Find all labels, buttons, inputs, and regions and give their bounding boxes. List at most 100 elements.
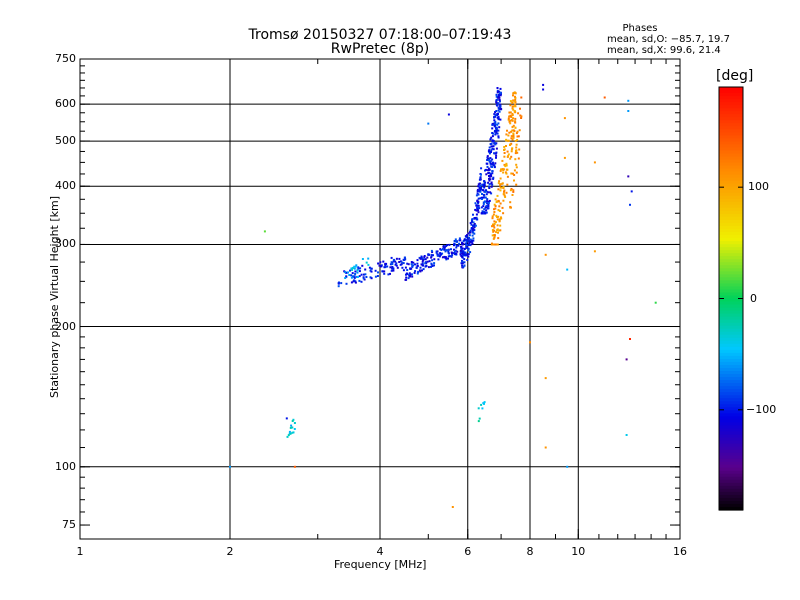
colorbar-segment <box>719 171 743 176</box>
data-point <box>444 256 447 259</box>
data-point <box>354 273 357 275</box>
data-point <box>384 264 387 267</box>
chart-title: Tromsø 20150327 07:18:00–07:19:43 <box>248 27 512 43</box>
data-point <box>514 101 517 104</box>
data-point <box>488 199 491 202</box>
data-point <box>424 261 427 264</box>
data-point <box>494 133 497 136</box>
data-point <box>467 249 470 252</box>
data-point <box>353 265 356 268</box>
data-point <box>513 110 516 113</box>
data-point <box>458 237 461 240</box>
data-point <box>403 256 406 259</box>
data-point <box>499 224 502 227</box>
colorbar-segment <box>719 225 743 230</box>
colorbar-segment <box>719 117 743 121</box>
data-point <box>436 254 439 257</box>
data-point <box>291 420 294 422</box>
data-point <box>482 205 485 208</box>
data-point <box>495 231 498 234</box>
data-point <box>461 256 464 258</box>
data-point <box>490 149 493 152</box>
data-point <box>483 210 486 213</box>
data-point <box>491 183 494 186</box>
data-point <box>493 166 496 169</box>
data-point <box>493 222 496 225</box>
data-point <box>468 236 470 239</box>
data-point <box>484 200 486 203</box>
data-point <box>354 265 357 268</box>
data-point <box>491 166 494 168</box>
data-point <box>480 173 482 176</box>
colorbar-segment <box>719 274 743 278</box>
colorbar-segment <box>719 201 743 206</box>
data-point <box>507 134 510 137</box>
data-point <box>491 123 494 126</box>
data-point <box>368 266 371 269</box>
data-point <box>369 276 372 279</box>
data-point <box>485 193 488 196</box>
data-point <box>392 267 395 270</box>
data-point <box>461 260 464 263</box>
data-point <box>427 122 430 125</box>
colorbar-tick-label: 100 <box>748 180 769 194</box>
data-point <box>627 99 630 102</box>
data-point <box>502 192 505 195</box>
data-point <box>484 190 487 193</box>
colorbar-segment <box>719 265 743 269</box>
data-point <box>520 117 523 119</box>
data-point <box>488 175 490 177</box>
data-point <box>499 184 501 187</box>
data-point <box>497 231 499 234</box>
data-point <box>495 130 498 133</box>
data-point <box>413 271 416 274</box>
data-point <box>288 430 291 433</box>
colorbar-segment <box>719 93 743 97</box>
data-point <box>345 275 348 278</box>
colorbar-segment <box>719 358 743 363</box>
data-point <box>467 255 470 258</box>
data-point <box>488 160 491 163</box>
data-point <box>517 135 520 138</box>
data-point <box>514 126 517 129</box>
data-point <box>383 266 386 269</box>
data-point <box>356 276 359 278</box>
data-point <box>462 254 464 257</box>
colorbar-segment <box>719 404 743 408</box>
data-point <box>363 273 365 276</box>
data-point <box>285 417 288 420</box>
data-point <box>436 253 439 256</box>
data-point <box>498 180 501 183</box>
colorbar-segment <box>719 413 743 417</box>
colorbar-segment <box>719 153 743 158</box>
data-point <box>514 97 517 99</box>
data-point <box>509 205 512 208</box>
colorbar-segment <box>719 262 743 266</box>
x-tick-label: 6 <box>464 545 472 558</box>
colorbar-segment <box>719 503 743 508</box>
data-point <box>542 88 545 91</box>
data-point <box>365 276 368 278</box>
colorbar-segment <box>719 407 743 411</box>
data-point <box>503 149 505 151</box>
colorbar-segment <box>719 364 743 369</box>
colorbar-segment <box>719 304 743 309</box>
data-point <box>361 264 364 267</box>
data-point <box>485 211 488 214</box>
data-point <box>455 244 458 247</box>
colorbar-segment <box>719 165 743 170</box>
data-point <box>480 186 483 189</box>
data-point <box>453 242 456 245</box>
colorbar-segment <box>719 319 743 324</box>
data-point <box>447 257 449 260</box>
colorbar-segment <box>719 331 743 336</box>
colorbar-segment <box>719 446 743 451</box>
data-point <box>495 201 498 203</box>
colorbar-segment <box>719 189 743 194</box>
data-point <box>496 87 499 89</box>
data-point <box>500 108 503 110</box>
data-point <box>488 183 491 186</box>
data-point <box>495 147 498 150</box>
data-point <box>489 191 492 194</box>
data-point <box>508 111 511 114</box>
